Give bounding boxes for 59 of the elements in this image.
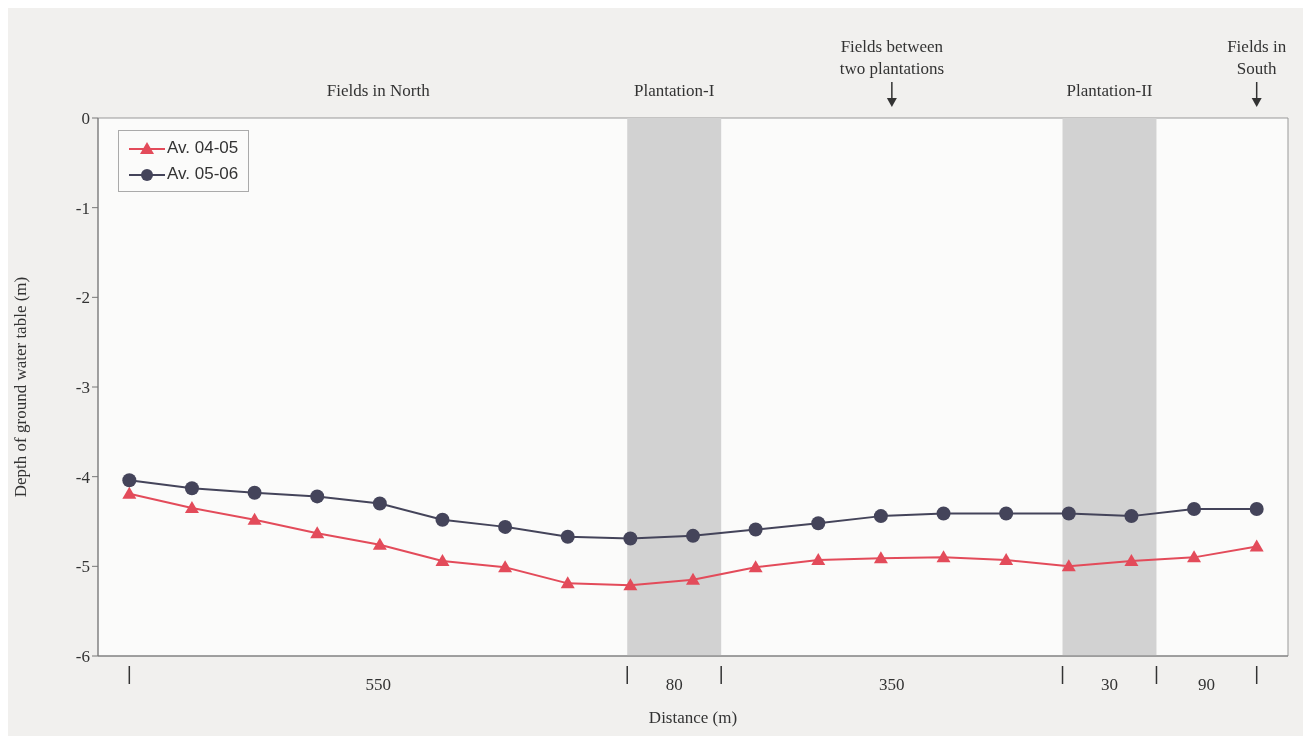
point [498,560,513,573]
text: 80 [665,675,683,694]
point [498,519,513,534]
point [999,506,1014,521]
point [1061,559,1076,572]
point [748,522,763,537]
point [560,529,575,544]
point [435,553,450,566]
point [1249,501,1264,516]
point [686,528,700,543]
point [873,509,888,524]
text: 90 [1198,675,1216,694]
y-tick-label: -5 [75,557,90,577]
point [372,537,387,550]
point [1187,501,1202,516]
point [184,481,199,496]
point [873,551,888,564]
point [310,526,325,539]
y-tick-label: -4 [75,467,91,487]
text: Fields between two plantations [839,37,945,78]
legend-label: Av. 04-05 [167,138,239,158]
point [247,512,262,525]
y-tick-label: -2 [75,288,90,308]
text: Fields in North [326,81,431,100]
text: 350 [879,675,905,694]
y-tick-label: 0 [81,109,90,128]
point [184,501,199,514]
point [936,506,951,521]
text: Fields in South [1227,37,1287,78]
point [1249,539,1264,552]
point [623,531,638,546]
y-tick-label: -6 [75,647,90,666]
point [372,496,387,511]
y-tick-label: -3 [75,378,90,397]
point [310,489,325,504]
legend-label: Av. 05-06 [167,164,239,184]
point [811,553,826,566]
point [1124,509,1139,524]
point [686,572,700,585]
point [936,550,951,563]
point [623,578,638,591]
point [122,486,137,499]
text: 550 [365,675,392,694]
point [1061,506,1076,521]
y-tick-label: -1 [75,198,90,218]
point [999,553,1014,566]
x-axis-title: Distance (m) [648,708,738,727]
text: Plantation-I [634,81,715,100]
point [435,512,450,527]
point [122,473,137,488]
point [1187,550,1202,563]
point [748,560,763,573]
point [560,576,575,589]
point [1124,553,1139,566]
text: 30 [1101,675,1118,694]
point [811,516,826,531]
point [247,485,262,500]
text: Plantation-II [1066,81,1153,100]
y-axis-title: Depth of ground water table (m) [11,276,31,498]
